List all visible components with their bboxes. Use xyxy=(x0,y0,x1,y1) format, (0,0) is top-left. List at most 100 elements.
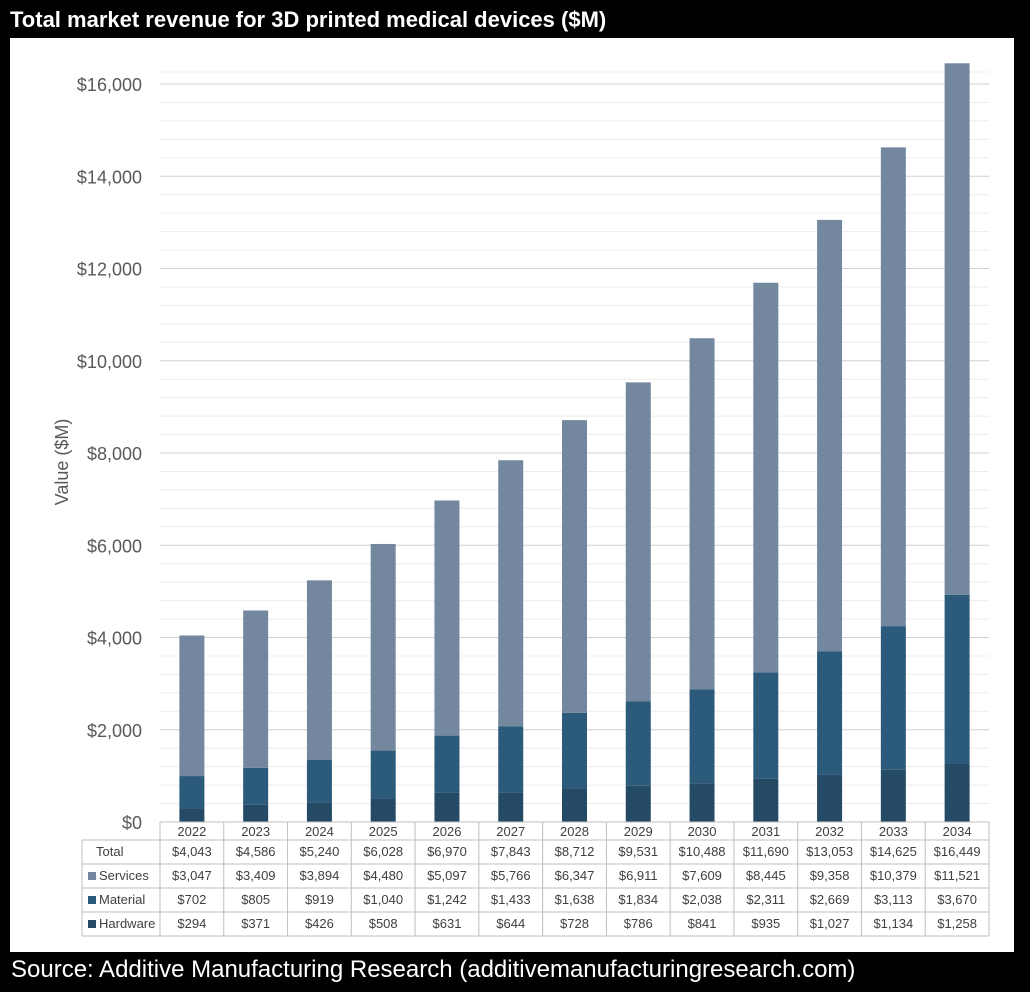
data-label-services: $10,379 xyxy=(870,868,917,883)
bar-hardware-2028 xyxy=(562,788,587,822)
bar-hardware-2022 xyxy=(179,808,205,822)
bar-services-2030 xyxy=(689,338,715,690)
legend-key-hardware xyxy=(88,920,96,928)
bar-hardware-2033 xyxy=(880,769,906,822)
data-label-hardware: $935 xyxy=(751,916,780,931)
bar-material-2030 xyxy=(689,689,715,784)
data-label-services: $6,911 xyxy=(619,868,658,883)
y-tick-label: $12,000 xyxy=(77,260,142,280)
x-tick-label: 2023 xyxy=(241,824,270,839)
data-label-total: $6,970 xyxy=(427,844,467,859)
bar-material-2029 xyxy=(625,701,651,786)
y-axis-ticks: $0 $2,000 $4,000 $6,000 $8,000 $10,000 $12,000… xyxy=(77,75,142,833)
data-label-services: $3,894 xyxy=(300,868,340,883)
bar-services-2026 xyxy=(434,500,460,736)
bar-services-2033 xyxy=(880,147,906,627)
bar-services-2022 xyxy=(179,635,205,777)
data-label-hardware: $426 xyxy=(305,916,334,931)
chart-panel: $0 $2,000 $4,000 $6,000 $8,000 $10,000 $12,000… xyxy=(10,38,1014,952)
bar-hardware-2031 xyxy=(753,778,779,822)
legend-key-services xyxy=(88,872,96,880)
data-label-total: $8,712 xyxy=(555,844,595,859)
data-label-material: $1,834 xyxy=(618,892,658,907)
data-label-hardware: $786 xyxy=(624,916,653,931)
x-tick-label: 2027 xyxy=(496,824,525,839)
bar-services-2032 xyxy=(817,219,843,652)
x-tick-label: 2029 xyxy=(624,824,653,839)
bar-material-2023 xyxy=(243,767,269,805)
data-label-material: $702 xyxy=(177,892,206,907)
bar-material-2033 xyxy=(880,626,906,770)
data-label-total: $4,586 xyxy=(236,844,276,859)
data-label-total: $14,625 xyxy=(870,844,917,859)
data-label-material: $919 xyxy=(305,892,334,907)
x-tick-label: 2031 xyxy=(751,824,780,839)
data-label-services: $4,480 xyxy=(363,868,403,883)
legend-entry-material: Material xyxy=(99,892,145,907)
data-label-services: $5,097 xyxy=(427,868,467,883)
data-label-services: $6,347 xyxy=(555,868,595,883)
bar-services-2029 xyxy=(625,382,651,702)
bar-services-2034 xyxy=(944,63,970,595)
x-tick-label: 2032 xyxy=(815,824,844,839)
y-tick-label: $16,000 xyxy=(77,75,142,95)
data-label-hardware: $1,134 xyxy=(873,916,913,931)
bar-hardware-2025 xyxy=(370,798,396,822)
bar-services-2025 xyxy=(370,543,396,751)
y-tick-label: $14,000 xyxy=(77,167,142,187)
data-label-material: $1,638 xyxy=(555,892,595,907)
data-label-total: $6,028 xyxy=(363,844,403,859)
bar-hardware-2023 xyxy=(243,804,269,822)
bar-hardware-2030 xyxy=(689,783,715,822)
chart-title: Total market revenue for 3D printed medi… xyxy=(10,7,607,32)
bar-material-2034 xyxy=(944,594,970,764)
data-table: 2022 2023 2024 2025 2026 2027 2028 2029 2030 2031… xyxy=(81,821,990,937)
bar-hardware-2034 xyxy=(944,763,970,822)
y-axis-label: Value ($M) xyxy=(52,419,72,506)
data-label-services: $8,445 xyxy=(746,868,786,883)
bar-material-2027 xyxy=(498,726,524,793)
data-label-hardware: $294 xyxy=(177,916,206,931)
legend-entry-hardware: Hardware xyxy=(99,916,155,931)
bar-material-2025 xyxy=(370,750,396,799)
bar-series xyxy=(179,63,970,822)
data-label-material: $1,433 xyxy=(491,892,531,907)
data-label-total: $5,240 xyxy=(300,844,340,859)
data-label-total: $16,449 xyxy=(934,844,981,859)
data-label-total: $9,531 xyxy=(618,844,658,859)
data-label-total: $7,843 xyxy=(491,844,531,859)
y-tick-label: $6,000 xyxy=(87,536,142,556)
data-label-total: $11,690 xyxy=(743,844,789,859)
x-tick-label: 2030 xyxy=(688,824,717,839)
x-tick-label: 2028 xyxy=(560,824,589,839)
bar-services-2031 xyxy=(753,282,779,673)
data-label-material: $2,311 xyxy=(746,892,785,907)
data-label-hardware: $508 xyxy=(369,916,398,931)
legend-key-material xyxy=(88,896,96,904)
x-tick-label: 2022 xyxy=(177,824,206,839)
bar-material-2031 xyxy=(753,672,779,779)
bar-material-2024 xyxy=(306,759,332,803)
bar-material-2022 xyxy=(179,776,205,809)
data-label-services: $3,047 xyxy=(172,868,212,883)
y-tick-label: $2,000 xyxy=(87,721,142,741)
bar-material-2028 xyxy=(562,712,587,789)
y-tick-label: $10,000 xyxy=(77,352,142,372)
legend-entry-total: Total xyxy=(96,844,124,859)
data-label-services: $11,521 xyxy=(934,868,980,883)
bar-services-2023 xyxy=(243,610,269,768)
data-label-hardware: $1,027 xyxy=(810,916,850,931)
data-label-material: $1,040 xyxy=(363,892,403,907)
data-label-hardware: $371 xyxy=(241,916,270,931)
data-label-hardware: $1,258 xyxy=(937,916,977,931)
data-label-services: $7,609 xyxy=(682,868,722,883)
x-tick-label: 2025 xyxy=(369,824,398,839)
bar-material-2032 xyxy=(817,651,843,775)
data-label-services: $3,409 xyxy=(236,868,276,883)
x-tick-label: 2033 xyxy=(879,824,908,839)
bar-hardware-2029 xyxy=(625,785,651,822)
stacked-bar-chart: $0 $2,000 $4,000 $6,000 $8,000 $10,000 $12,000… xyxy=(52,63,990,937)
data-label-material: $805 xyxy=(241,892,270,907)
y-tick-label: $4,000 xyxy=(87,629,142,649)
bar-services-2024 xyxy=(306,580,332,760)
